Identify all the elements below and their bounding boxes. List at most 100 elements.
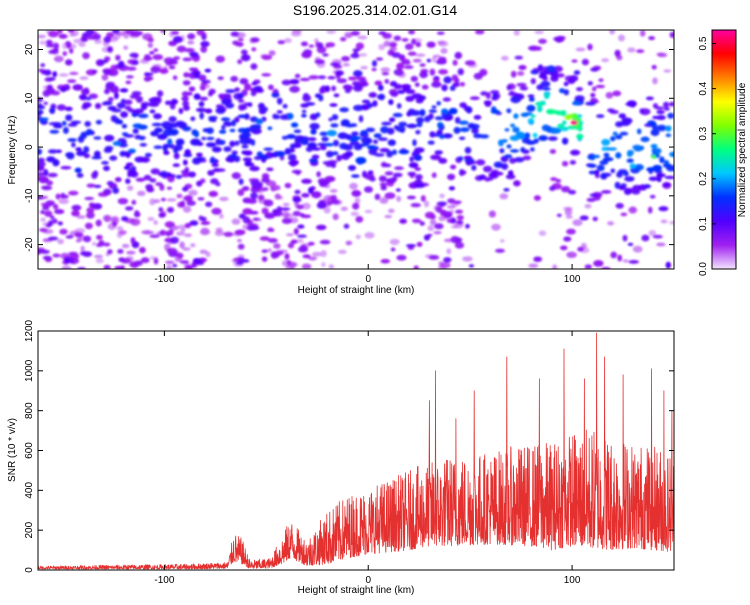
heatmap-cell — [324, 142, 334, 147]
heatmap-cell — [238, 213, 246, 219]
heatmap-cell — [415, 42, 421, 48]
heatmap-cell — [340, 206, 348, 211]
heatmap-cell — [550, 75, 559, 82]
heatmap-cell — [267, 228, 275, 232]
heatmap-cell — [300, 213, 305, 218]
heatmap-cell — [397, 89, 406, 94]
heatmap-cell — [660, 219, 668, 224]
heatmap-cell — [138, 113, 149, 119]
heatmap-cell — [175, 174, 183, 179]
heatmap-cell — [317, 178, 327, 185]
heatmap-cell — [182, 80, 191, 86]
heatmap-cell — [69, 71, 79, 76]
heatmap-cell — [145, 184, 154, 190]
heatmap-cell — [86, 207, 95, 214]
heatmap-cell — [663, 160, 669, 165]
heatmap-cell — [630, 206, 636, 213]
heatmap-cell — [631, 189, 641, 195]
heatmap-cell — [124, 99, 133, 105]
heatmap-cell — [94, 254, 103, 259]
heatmap-cell — [316, 224, 327, 231]
heatmap-cell — [217, 76, 224, 80]
heatmap-cell — [528, 45, 539, 51]
heatmap-cell — [211, 146, 222, 153]
heatmap-cell — [650, 128, 660, 137]
heatmap-cell — [54, 209, 65, 215]
heatmap-cell — [388, 99, 394, 105]
y-tick-label: 20 — [24, 44, 35, 56]
heatmap-cell — [225, 102, 235, 109]
heatmap-cell — [268, 50, 276, 56]
heatmap-cell — [473, 72, 483, 80]
heatmap-cell — [367, 170, 374, 175]
heatmap-cell — [185, 264, 193, 269]
heatmap-cell — [85, 30, 95, 36]
heatmap-cell — [158, 213, 166, 218]
heatmap-cell — [279, 156, 285, 161]
heatmap-cell — [176, 231, 185, 236]
heatmap-cell — [95, 258, 104, 264]
heatmap-cell — [585, 101, 596, 106]
heatmap-cell — [133, 211, 141, 218]
heatmap-cell — [132, 128, 139, 135]
heatmap-cell — [603, 157, 614, 162]
heatmap-cell — [241, 259, 250, 263]
heatmap-cell — [416, 116, 425, 124]
heatmap-cell — [103, 165, 110, 171]
heatmap-cell — [144, 72, 154, 76]
heatmap-cell — [58, 73, 69, 77]
heatmap-cell — [44, 210, 53, 217]
heatmap-cell — [121, 216, 129, 222]
heatmap-cell — [192, 258, 201, 264]
heatmap-cell — [373, 133, 382, 139]
heatmap-cell — [82, 251, 92, 257]
heatmap-cell — [148, 102, 160, 107]
heatmap-cell — [291, 169, 302, 174]
heatmap-cell — [355, 234, 361, 240]
heatmap-cell — [264, 212, 276, 219]
heatmap-cell — [183, 153, 193, 158]
heatmap-cell — [165, 100, 172, 106]
heatmap-cell — [331, 162, 336, 168]
heatmap-cell — [601, 138, 611, 146]
heatmap-cell — [168, 65, 176, 70]
heatmap-cell — [563, 236, 572, 242]
heatmap-cell — [166, 186, 173, 190]
heatmap-cell — [207, 170, 215, 176]
heatmap-cell — [41, 185, 53, 191]
heatmap-cell — [231, 150, 238, 155]
heatmap-cell — [465, 106, 473, 114]
heatmap-cell — [118, 60, 125, 68]
heatmap-cell — [328, 117, 333, 122]
heatmap-cell — [93, 170, 99, 178]
heatmap-cell — [382, 33, 392, 39]
heatmap-cell — [236, 261, 244, 265]
heatmap-cell — [414, 184, 426, 188]
heatmap-cell — [295, 238, 304, 243]
heatmap-cell — [184, 233, 192, 238]
heatmap-cell — [596, 114, 605, 118]
heatmap-cell — [584, 203, 592, 209]
heatmap-cell — [171, 30, 180, 35]
heatmap-cell — [636, 49, 645, 54]
heatmap-cell — [328, 264, 334, 269]
heatmap-cell — [127, 108, 135, 113]
heatmap-cell — [170, 236, 180, 244]
heatmap-cell — [250, 139, 256, 146]
heatmap-cell — [404, 43, 414, 50]
heatmap-cell — [69, 257, 75, 264]
heatmap-cell — [348, 76, 357, 81]
heatmap-cell — [455, 209, 464, 214]
heatmap-cell — [38, 176, 42, 181]
heatmap-cell — [510, 96, 521, 104]
heatmap-cell — [435, 206, 442, 213]
heatmap-cell — [42, 89, 51, 97]
heatmap-cell — [593, 169, 600, 176]
heatmap-cell — [553, 65, 563, 73]
heatmap-cell — [72, 84, 83, 91]
heatmap-cell — [519, 86, 529, 91]
heatmap-cell — [530, 114, 536, 118]
heatmap-cell — [436, 31, 445, 35]
heatmap-cell — [453, 126, 461, 134]
heatmap-cell — [165, 260, 175, 264]
